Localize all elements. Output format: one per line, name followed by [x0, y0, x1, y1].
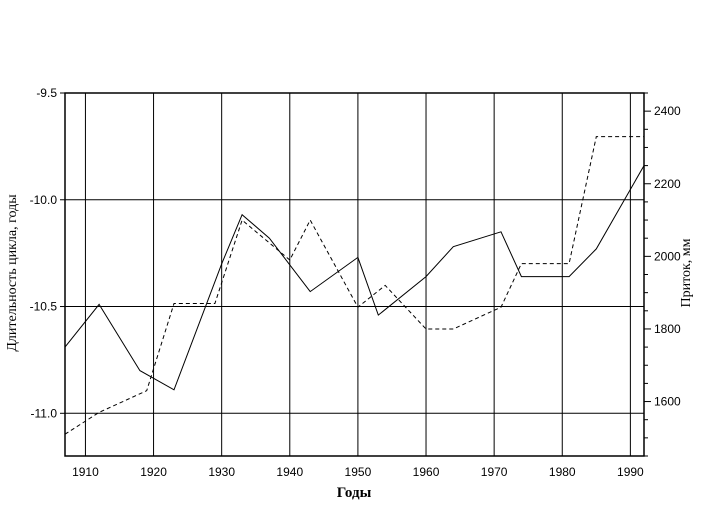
y-right-tick-label: 2200	[654, 177, 681, 191]
y-left-tick-label: -11.0	[31, 406, 58, 420]
y-left-tick-label: -10.5	[30, 300, 58, 314]
series-line-dashed	[64, 136, 644, 435]
series-lines	[64, 136, 645, 435]
y-right-tick-label: 1800	[654, 322, 681, 336]
x-tick-label: 1910	[72, 465, 99, 479]
grid-lines	[65, 92, 644, 456]
plot-frame	[64, 92, 645, 457]
ticks: 1910 1920 1930 1940 1950 1960 1970 1980 1990 -9.5…	[30, 86, 681, 479]
series-line-solid	[64, 165, 645, 391]
y-axis-right-title: Приток, мм	[679, 238, 694, 307]
y-axis-left-title: Длительность цикла, годы	[5, 194, 20, 352]
plot-border	[64, 92, 645, 457]
x-tick-label: 1920	[140, 465, 167, 479]
x-tick-label: 1980	[549, 465, 576, 479]
x-tick-label: 1970	[481, 465, 508, 479]
y-right-tick-label: 2400	[654, 104, 681, 118]
y-right-tick-label: 1600	[654, 395, 681, 409]
x-axis-title: Годы	[337, 485, 372, 501]
x-tick-label: 1950	[345, 465, 372, 479]
y-left-tick-label: -9.5	[36, 86, 57, 100]
x-tick-label: 1990	[617, 465, 644, 479]
x-tick-label: 1930	[208, 465, 235, 479]
x-tick-label: 1940	[276, 465, 303, 479]
y-left-tick-label: -10.0	[30, 193, 58, 207]
y-right-tick-label: 2000	[654, 249, 681, 263]
x-tick-label: 1960	[413, 465, 440, 479]
